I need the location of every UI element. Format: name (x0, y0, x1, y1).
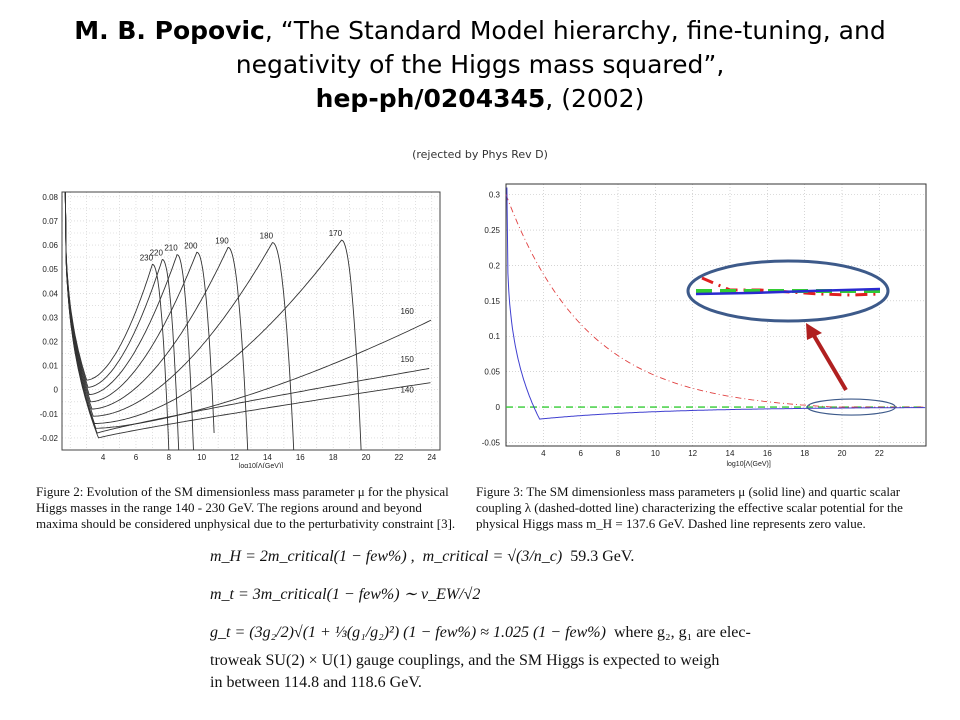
curve-label-150: 150 (400, 355, 414, 364)
x-tick-label: 4 (101, 453, 106, 462)
x-tick-label: 4 (541, 449, 546, 458)
eq3-tail: where g₂, g₁ are elec- (614, 624, 751, 641)
y-tick-label: 0.25 (484, 226, 500, 235)
paper-year: , (2002) (545, 84, 644, 113)
figure-2-plot: -0.02 -0.01 0 0.01 0.02 0.03 0.04 0.05 0.06 0.07 0… (30, 186, 448, 468)
figure-3-caption: Figure 3: The SM dimensionless mass para… (476, 484, 932, 532)
equation-text-line3: in between 114.8 and 118.6 GeV. (210, 674, 422, 692)
y-tick-label: -0.02 (40, 434, 59, 443)
eq2-text: m_t = 3m_critical(1 − few%) ∼ v_EW/√2 (210, 586, 480, 603)
equation-yukawa: g_t = (3g₂/2)√(1 + ⅓(g₁/g₂)²) (1 − few%)… (210, 624, 751, 642)
x-tick-label: 18 (800, 449, 809, 458)
x-tick-label: 14 (263, 453, 272, 462)
equation-top-mass: m_t = 3m_critical(1 − few%) ∼ v_EW/√2 (210, 584, 480, 604)
curve-label-170: 170 (329, 229, 343, 238)
x-tick-label: 12 (230, 453, 239, 462)
y-tick-label: -0.05 (482, 438, 501, 447)
y-tick-label: 0.04 (42, 289, 58, 298)
x-tick-label: 12 (688, 449, 697, 458)
y-tick-label: 0.02 (42, 337, 58, 346)
curve-label-200: 200 (184, 241, 198, 250)
x-tick-label: 24 (427, 453, 436, 462)
curve-label-160: 160 (400, 307, 414, 316)
figure-3-plot: -0.05 0 0.05 0.1 0.15 0.2 0.25 0.3 4 6 8 10 12 14 16 18… (470, 180, 932, 472)
y-tick-label: 0.3 (489, 191, 501, 200)
x-tick-label: 20 (362, 453, 371, 462)
x-tick-label: 20 (838, 449, 847, 458)
curve-label-180: 180 (260, 232, 274, 241)
y-tick-label: -0.01 (40, 410, 59, 419)
y-tick-label: 0.06 (42, 241, 58, 250)
mu-curve-160 (65, 192, 431, 428)
y-tick-label: 0.07 (42, 217, 58, 226)
x-tick-label: 8 (167, 453, 172, 462)
author-name: M. B. Popovic (74, 16, 265, 45)
equation-higgs-mass: m_H = 2m_critical(1 − few%) , m_critical… (210, 548, 634, 566)
curve-label-140: 140 (400, 385, 414, 394)
x-tick-label: 14 (726, 449, 735, 458)
y-tick-label: 0.2 (489, 261, 501, 270)
x-tick-label: 16 (763, 449, 772, 458)
curve-label-190: 190 (215, 236, 229, 245)
x-tick-label: 8 (616, 449, 621, 458)
annotation-arrow (813, 334, 846, 390)
y-tick-label: 0 (496, 403, 501, 412)
paper-title: “The Standard Model hierarchy, fine-tuni… (236, 16, 886, 79)
mu-curve-210 (65, 192, 193, 450)
y-tick-label: 0 (54, 386, 59, 395)
eq3-formula: g_t = (3g₂/2)√(1 + ⅓(g₁/g₂)²) (1 − few%)… (210, 624, 606, 641)
x-axis-label: log10[Λ(GeV)] (239, 463, 283, 468)
x-tick-label: 22 (875, 449, 884, 458)
x-tick-label: 10 (197, 453, 206, 462)
mu-curve-150 (65, 192, 429, 433)
mu-curve-190 (65, 192, 247, 450)
equation-text-line2: troweak SU(2) × U(1) gauge couplings, an… (210, 652, 719, 670)
y-tick-label: 0.15 (484, 297, 500, 306)
x-tick-label: 6 (578, 449, 583, 458)
figure-2-caption: Figure 2: Evolution of the SM dimensionl… (36, 484, 456, 532)
y-tick-label: 0.1 (489, 332, 501, 341)
y-tick-label: 0.03 (42, 313, 58, 322)
x-tick-label: 22 (394, 453, 403, 462)
x-tick-label: 16 (296, 453, 305, 462)
arxiv-id: hep-ph/0204345 (316, 84, 546, 113)
curve-label-220: 220 (150, 249, 164, 258)
x-tick-label: 18 (329, 453, 338, 462)
y-tick-label: 0.05 (484, 368, 500, 377)
y-tick-label: 0.01 (42, 362, 58, 371)
title-comma: , (265, 16, 273, 45)
rejection-note: (rejected by Phys Rev D) (0, 148, 960, 161)
eq1-critical: m_critical = √(3/n_c) (423, 548, 563, 565)
y-tick-label: 0.08 (42, 193, 58, 202)
curve-label-210: 210 (164, 244, 178, 253)
eq1-lhs: m_H = 2m_critical(1 − few%) , (210, 548, 415, 565)
x-tick-label: 6 (134, 453, 139, 462)
slide-title: M. B. Popovic, “The Standard Model hiera… (40, 14, 920, 116)
x-axis-label: log10[Λ(GeV)] (726, 461, 770, 468)
eq1-value: 59.3 GeV. (570, 548, 634, 565)
x-tick-label: 10 (651, 449, 660, 458)
y-tick-label: 0.05 (42, 265, 58, 274)
